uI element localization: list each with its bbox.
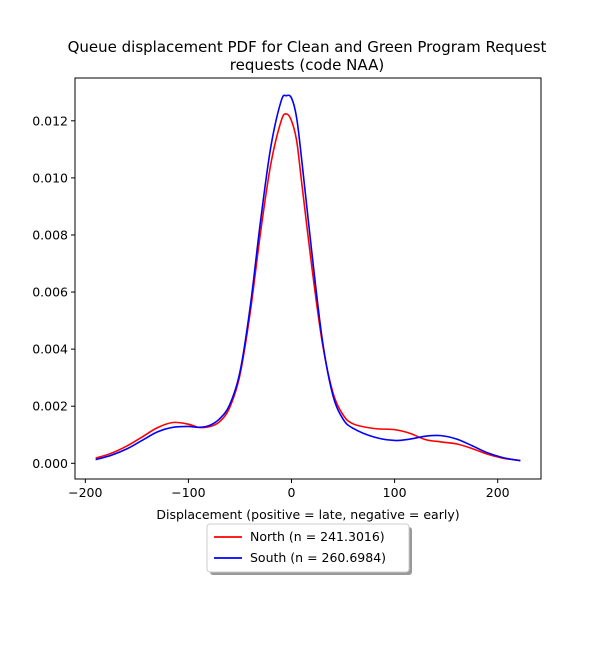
x-axis-ticks: −200 −100 0 100 200: [68, 479, 510, 500]
plot-lines: [95, 94, 521, 462]
x-tick-label: −100: [171, 485, 205, 500]
plot-frame: [74, 77, 542, 480]
x-tick-label: 100: [383, 485, 407, 500]
legend-label-south: South (n = 260.6984): [250, 550, 386, 565]
legend: North (n = 241.3016) South (n = 260.6984…: [206, 523, 412, 575]
chart-title-line-2: requests (code NAA): [230, 56, 384, 74]
chart-title-line-1: Queue displacement PDF for Clean and Gre…: [68, 38, 547, 56]
y-tick-label: 0.000: [32, 456, 68, 471]
y-tick-label: 0.004: [32, 342, 68, 357]
y-tick-label: 0.008: [32, 227, 68, 242]
x-axis-label: Displacement (positive = late, negative …: [156, 507, 459, 522]
x-tick-label: 0: [288, 485, 296, 500]
series-line-south: [95, 94, 521, 462]
y-tick-label: 0.006: [32, 285, 68, 300]
legend-box: [206, 523, 410, 573]
y-tick-label: 0.002: [32, 399, 68, 414]
y-tick-label: 0.010: [32, 170, 68, 185]
series-line-north: [95, 113, 521, 462]
legend-label-north: North (n = 241.3016): [250, 529, 385, 544]
y-axis-ticks: 0.000 0.002 0.004 0.006 0.008 0.010 0.012: [32, 113, 75, 471]
y-tick-label: 0.012: [32, 113, 68, 128]
x-tick-label: −200: [68, 485, 102, 500]
x-tick-label: 200: [486, 485, 510, 500]
